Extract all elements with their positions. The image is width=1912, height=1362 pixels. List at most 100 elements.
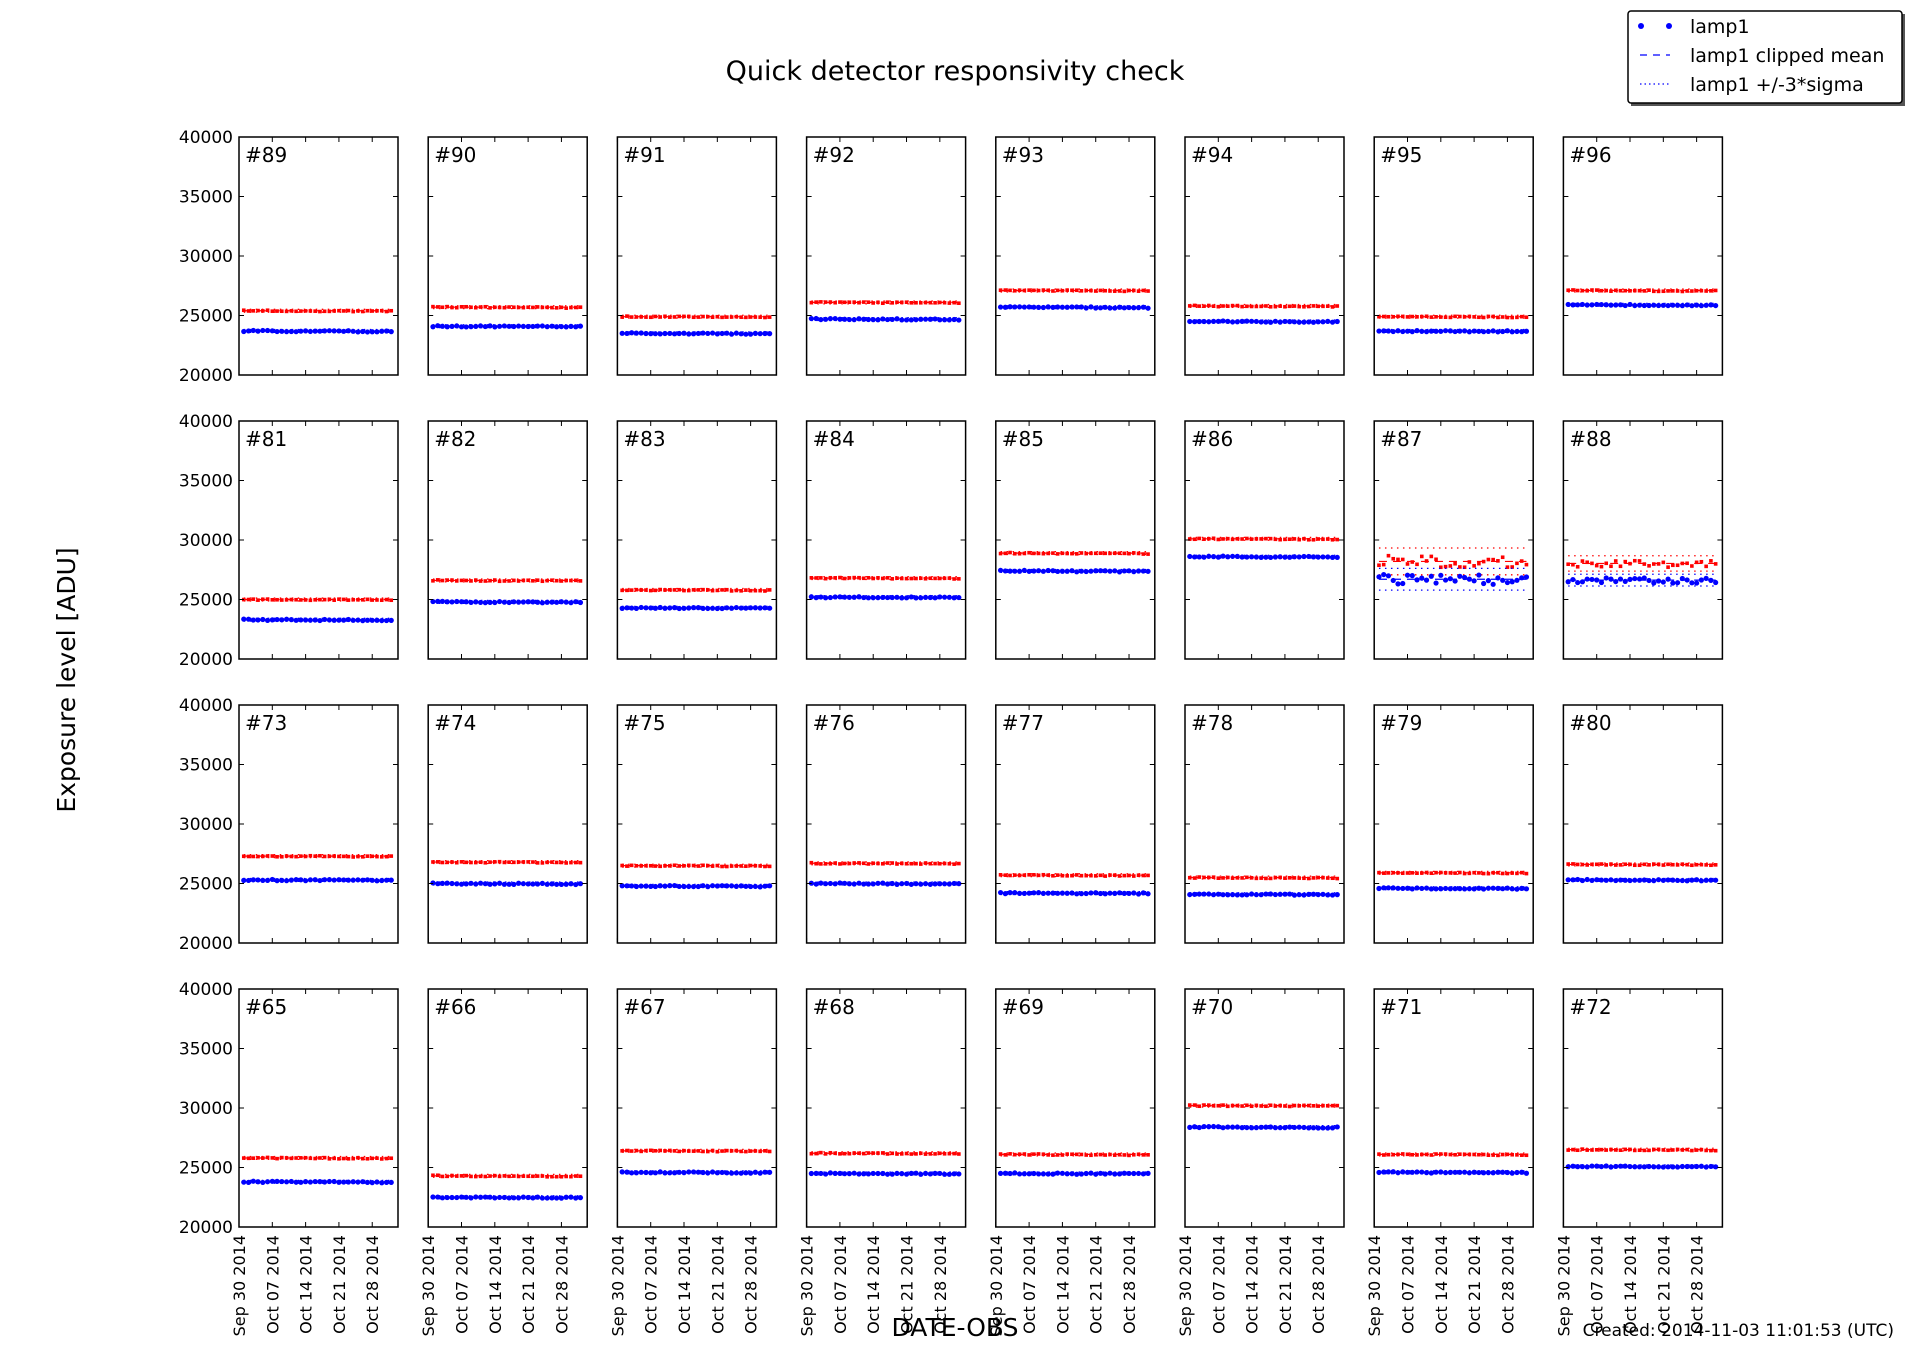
red-data-point: [521, 578, 526, 583]
blue-data-point: [918, 316, 924, 322]
blue-data-point: [1589, 576, 1595, 583]
red-data-point: [914, 1152, 918, 1156]
blue-data-point: [298, 617, 304, 623]
red-data-point: [1240, 304, 1244, 309]
blue-data-point: [322, 616, 328, 623]
blue-data-point: [255, 1179, 261, 1185]
blue-data-point: [1684, 878, 1690, 884]
red-data-point: [1575, 862, 1580, 867]
red-data-point: [1429, 315, 1434, 319]
blue-data-point: [1703, 1164, 1709, 1170]
blue-data-point: [1301, 892, 1307, 898]
blue-data-point: [1603, 877, 1609, 883]
blue-data-point: [1325, 892, 1331, 898]
red-data-point: [1704, 564, 1708, 569]
red-data-point: [758, 588, 762, 593]
blue-data-point: [1438, 1169, 1444, 1175]
red-data-point: [1192, 537, 1197, 542]
blue-data-point: [383, 877, 390, 883]
red-data-point: [1462, 1152, 1467, 1157]
blue-data-point: [894, 881, 900, 887]
red-data-point: [1628, 1147, 1632, 1152]
red-data-point: [308, 853, 313, 858]
red-data-point: [313, 1156, 317, 1161]
red-data-point: [899, 1152, 904, 1156]
blue-data-point: [1594, 577, 1600, 583]
red-data-point: [1278, 304, 1282, 308]
red-data-point: [1377, 563, 1381, 568]
blue-data-point: [492, 881, 498, 887]
blue-data-point: [307, 328, 313, 335]
red-data-point: [715, 314, 720, 319]
y-tick-label: 40000: [179, 128, 233, 148]
blue-data-point: [322, 1179, 328, 1185]
red-data-point: [1604, 288, 1609, 293]
red-data-point: [1051, 551, 1055, 555]
red-data-point: [1202, 304, 1206, 308]
red-data-point: [569, 578, 573, 583]
red-data-point: [1027, 1153, 1031, 1157]
red-data-point: [1192, 1103, 1197, 1107]
blue-data-point: [1646, 577, 1652, 584]
red-data-point: [720, 1149, 724, 1153]
blue-data-point: [364, 329, 371, 335]
blue-data-point: [577, 599, 584, 606]
blue-data-point: [1306, 319, 1312, 325]
red-data-point: [823, 576, 828, 581]
blue-data-point: [1296, 892, 1302, 898]
blue-data-point: [1126, 304, 1132, 311]
red-data-point: [531, 305, 535, 310]
blue-data-point: [937, 881, 943, 887]
red-data-point: [531, 1174, 535, 1179]
red-data-point: [1448, 871, 1453, 875]
blue-data-point: [1201, 318, 1207, 325]
blue-data-point: [1131, 569, 1137, 575]
red-data-point: [1637, 1148, 1642, 1153]
red-data-point: [1462, 871, 1467, 876]
red-data-point: [842, 1151, 847, 1156]
x-tick-label: Sep 30 2014: [1554, 1235, 1573, 1336]
red-data-point: [365, 1156, 370, 1161]
blue-data-point: [1310, 319, 1317, 325]
blue-data-point: [842, 880, 848, 886]
red-data-point: [880, 1151, 885, 1155]
blue-data-point: [525, 599, 531, 605]
blue-data-point: [1400, 580, 1406, 587]
blue-data-point: [1334, 554, 1340, 561]
blue-data-point: [1500, 886, 1506, 892]
blue-data-point: [1598, 1163, 1605, 1170]
red-data-point: [861, 300, 866, 304]
panel-79: #79: [1373, 704, 1534, 944]
red-data-point: [1311, 537, 1316, 542]
red-data-point: [1585, 560, 1589, 565]
red-data-point: [275, 854, 279, 859]
red-data-point: [564, 306, 568, 310]
red-data-point: [497, 859, 502, 864]
blue-data-point: [539, 323, 545, 329]
red-data-point: [1022, 1152, 1027, 1156]
blue-data-point: [1088, 568, 1094, 574]
red-data-point: [1623, 1147, 1628, 1152]
red-data-point: [1623, 862, 1628, 867]
blue-data-point: [1196, 318, 1202, 325]
red-data-point: [545, 578, 549, 583]
red-data-point: [260, 854, 265, 859]
red-data-point: [1699, 288, 1704, 293]
blue-data-point: [1632, 1164, 1638, 1170]
blue-data-point: [1249, 554, 1255, 560]
red-data-point: [1197, 536, 1202, 541]
red-data-point: [1297, 1103, 1301, 1108]
blue-data-point: [554, 881, 560, 887]
x-tick-label: Oct 21 2014: [898, 1235, 917, 1334]
blue-data-point: [1462, 328, 1468, 334]
blue-data-point: [1575, 579, 1581, 586]
blue-data-point: [870, 317, 876, 323]
blue-data-point: [1040, 890, 1046, 896]
blue-data-point: [1031, 890, 1037, 896]
red-data-point: [629, 588, 634, 592]
blue-data-point: [1187, 891, 1193, 898]
blue-data-point: [1575, 876, 1581, 883]
red-data-point: [1661, 560, 1666, 565]
panel-label: #66: [434, 995, 476, 1019]
blue-data-point: [298, 877, 304, 883]
